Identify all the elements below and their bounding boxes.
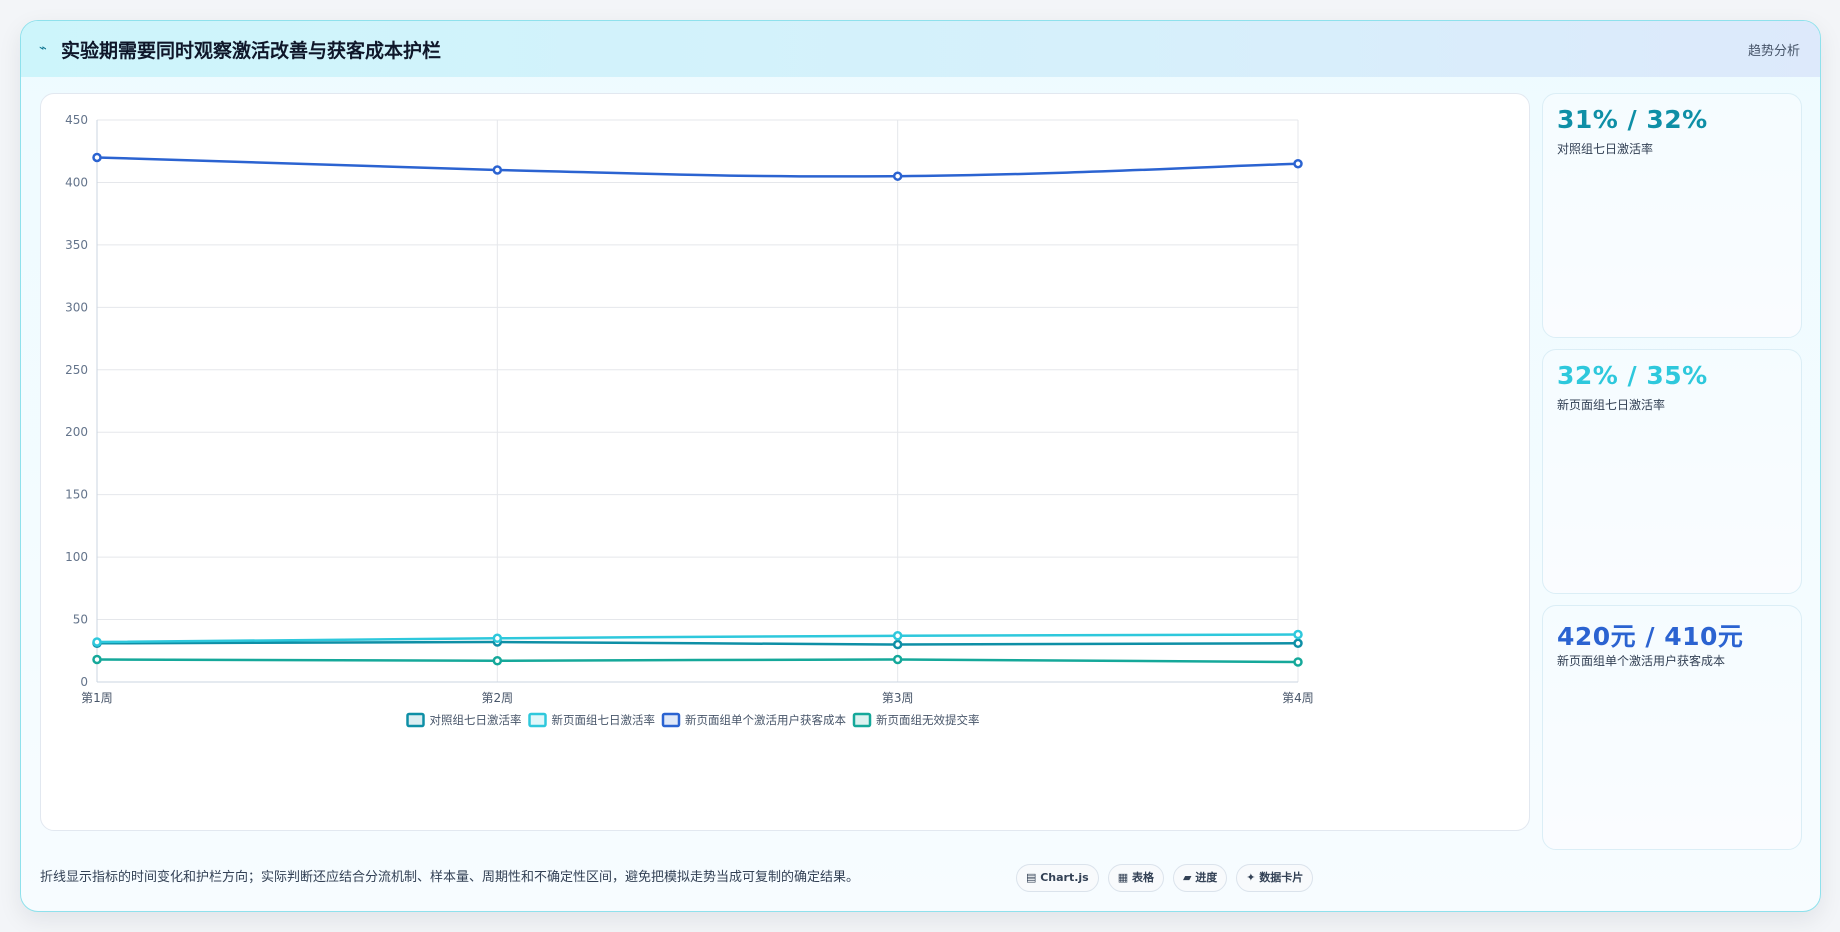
legend-label: 新页面组七日激活率	[552, 713, 656, 727]
y-tick-label: 50	[73, 613, 88, 627]
y-tick-label: 300	[65, 300, 88, 314]
kpi-label: 新页面组单个激活用户获客成本	[1557, 654, 1726, 668]
x-tick-label: 第2周	[482, 691, 514, 705]
data-point	[92, 152, 102, 163]
kpi-value: 420元 / 410元	[1557, 622, 1744, 651]
card-header: ⌁ 实验期需要同时观察激活改善与获客成本护栏 趋势分析	[21, 21, 1820, 77]
y-tick-label: 250	[65, 363, 88, 377]
x-tick-label: 第4周	[1282, 691, 1314, 705]
badge-table[interactable]: ▦ 表格	[1107, 864, 1164, 892]
data-point	[1293, 158, 1303, 169]
legend-swatch	[528, 712, 547, 728]
series-line-1	[96, 640, 1299, 646]
y-tick-label: 450	[65, 113, 88, 127]
data-point	[892, 171, 903, 181]
line-chart: 0 50 100 150 200 250 300 350 400 450 第1周 第2周 第3周 第4周对…	[65, 113, 1314, 728]
page-title: 实验期需要同时观察激活改善与获客成本护栏	[61, 40, 442, 62]
data-point	[492, 656, 503, 666]
x-tick-label: 第1周	[81, 691, 113, 705]
badge-list: ▤ Chart.js ▦ 表格 ▰ 进度 ✦ 数据卡片	[1016, 864, 1314, 892]
badge-progress[interactable]: ▰ 进度	[1172, 864, 1228, 892]
badge-chartjs[interactable]: ▤ Chart.js	[1016, 864, 1099, 892]
data-point	[892, 639, 903, 650]
data-point	[892, 654, 903, 665]
line-chart-icon: ⌁	[39, 41, 47, 56]
kpi-card-cac: 420元 / 410元 新页面组单个激活用户获客成本	[1542, 605, 1802, 850]
badge-data-card[interactable]: ✦ 数据卡片	[1236, 864, 1314, 892]
kpi-label: 对照组七日激活率	[1557, 142, 1654, 156]
legend-label: 新页面组无效提交率	[876, 713, 980, 727]
footer-note: 折线显示指标的时间变化和护栏方向；实际判断还应结合分流机制、样本量、周期性和不确…	[40, 870, 860, 885]
data-point	[892, 631, 903, 641]
chart-card: ⌁ 实验期需要同时观察激活改善与获客成本护栏 趋势分析 0 50 100 150 200…	[20, 20, 1821, 912]
data-point	[92, 654, 102, 665]
data-point	[1293, 657, 1303, 667]
legend-label: 新页面组单个激活用户获客成本	[685, 713, 846, 727]
data-point	[1293, 638, 1303, 649]
y-tick-label: 0	[80, 675, 88, 689]
header-tag: 趋势分析	[1747, 44, 1800, 59]
data-point	[492, 165, 503, 175]
y-tick-label: 150	[65, 488, 88, 502]
data-point	[492, 633, 503, 644]
series-line-2	[96, 633, 1299, 644]
y-tick-label: 100	[65, 550, 88, 564]
x-tick-label: 第3周	[882, 691, 914, 705]
kpi-value: 32% / 35%	[1557, 361, 1708, 390]
kpi-card-control-activation: 31% / 32% 对照组七日激活率	[1542, 93, 1802, 338]
legend-swatch	[406, 712, 425, 728]
legend-swatch	[852, 712, 872, 728]
legend-swatch	[661, 712, 681, 728]
chart-panel: 0 50 100 150 200 250 300 350 400 450 第1周 第2周 第3周 第4周对…	[40, 93, 1530, 831]
series-line-4	[96, 658, 1299, 664]
y-tick-label: 350	[65, 238, 88, 252]
data-point	[1293, 629, 1303, 640]
kpi-card-new-activation: 32% / 35% 新页面组七日激活率	[1542, 349, 1802, 594]
kpi-value: 31% / 32%	[1557, 105, 1708, 134]
y-tick-label: 200	[65, 425, 88, 439]
data-point	[92, 637, 102, 647]
kpi-label: 新页面组七日激活率	[1557, 398, 1666, 412]
series-line-3	[96, 156, 1299, 178]
y-tick-label: 400	[65, 175, 88, 189]
legend-label: 对照组七日激活率	[430, 713, 522, 727]
